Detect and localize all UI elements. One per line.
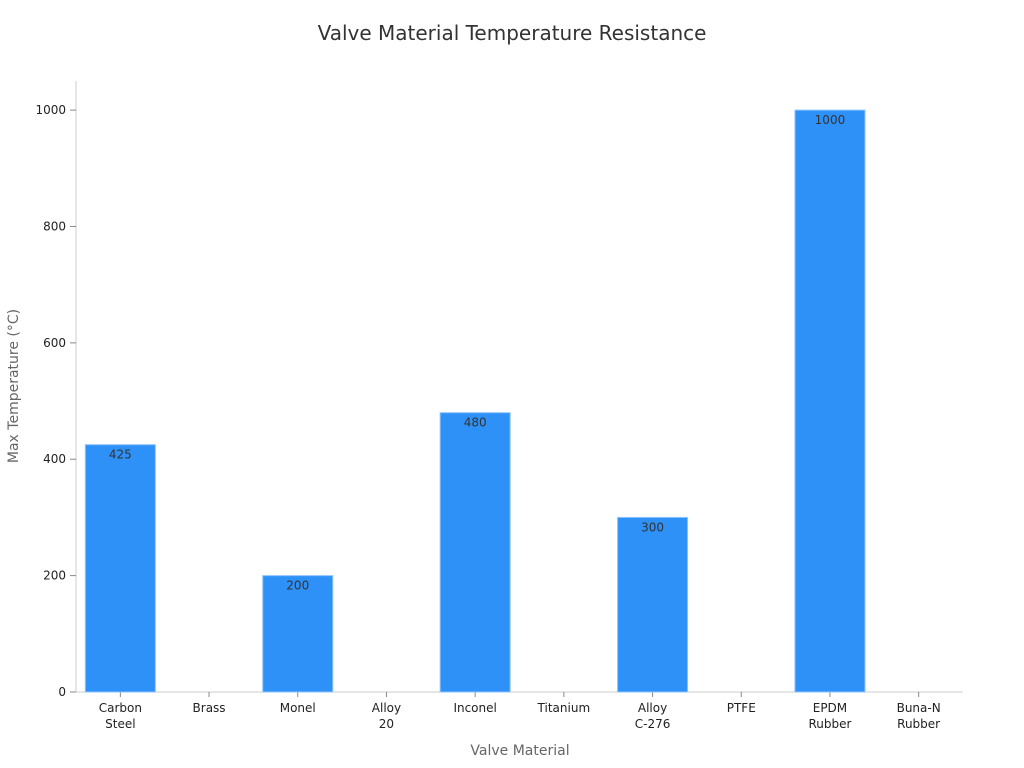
x-tick-label-line: Buna-N [897,701,941,715]
plot-area: 0 200 400 600 800 1000 Carbon Steel 425 Brass Mone… [35,81,963,731]
x-tick-label-line: Steel [105,717,135,731]
x-tick-label: Brass [193,701,226,715]
x-tick-label-line: Rubber [808,717,851,731]
x-tick-label: Buna-N Rubber [897,701,941,731]
x-tick-label-line: C-276 [635,717,671,731]
x-tick-label-line: EPDM [813,701,847,715]
x-axis-label: Valve Material [470,743,569,759]
y-tick-label: 800 [43,219,66,233]
x-tick-label: Alloy 20 [372,701,401,731]
x-tick-label: Carbon Steel [99,701,142,731]
x-tick-label: PTFE [727,701,756,715]
x-tick-label-line: Monel [280,701,316,715]
x-tick-label-line: Alloy [638,701,667,715]
y-tick-label: 0 [58,685,66,699]
x-tick-label: Alloy C-276 [635,701,671,731]
y-tick-label: 1000 [35,103,66,117]
chart-title: Valve Material Temperature Resistance [318,21,707,45]
y-tick-label: 400 [43,452,66,466]
bar-value-label: 200 [286,579,309,593]
bar [794,109,866,693]
bar [439,412,511,693]
x-tick-label: Titanium [537,701,591,715]
y-axis-label: Max Temperature (°C) [6,309,22,463]
x-tick-label: Monel [280,701,316,715]
bar-value-label: 480 [464,416,487,430]
x-tick-label-line: Titanium [537,701,591,715]
x-tick-label: EPDM Rubber [808,701,851,731]
x-tick-label: Inconel [453,701,496,715]
y-tick-label: 600 [43,336,66,350]
x-tick-label-line: Brass [193,701,226,715]
bar [84,444,156,693]
x-tick-label-line: Inconel [453,701,496,715]
bar [617,516,689,693]
bar-value-label: 425 [109,448,132,462]
bar-value-label: 1000 [815,113,846,127]
x-tick-label-line: Alloy [372,701,401,715]
x-tick-label-line: Rubber [897,717,940,731]
x-tick-label-line: Carbon [99,701,142,715]
bar [262,575,334,693]
bar-value-label: 300 [641,520,664,534]
y-tick-label: 200 [43,569,66,583]
x-tick-label-line: PTFE [727,701,756,715]
x-tick-label-line: 20 [379,717,394,731]
